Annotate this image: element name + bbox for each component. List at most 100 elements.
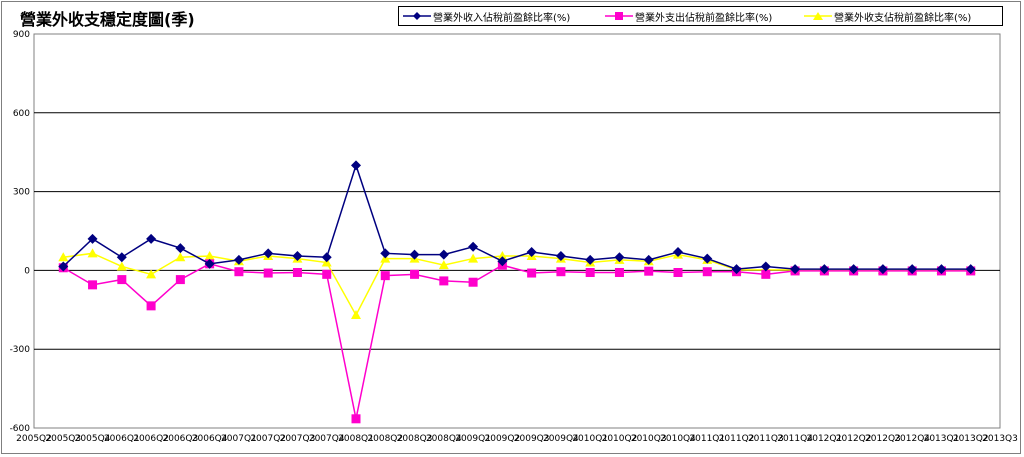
data-point-square: [351, 414, 361, 424]
data-point-diamond: [907, 264, 918, 275]
data-point-square: [175, 275, 185, 285]
x-tick-label: 2012Q4: [894, 434, 930, 444]
legend-item-net: 營業外收支佔稅前盈餘比率(%): [804, 9, 999, 24]
data-point-square: [410, 269, 420, 279]
y-tick-label: 0: [24, 266, 30, 276]
data-point-diamond: [760, 261, 771, 272]
data-point-diamond: [790, 264, 801, 275]
data-point-diamond: [702, 253, 713, 264]
data-point-diamond: [468, 241, 479, 252]
data-point-triangle: [87, 248, 98, 258]
x-tick-label: 2013Q2: [953, 434, 989, 444]
data-point-triangle: [351, 310, 361, 320]
data-point-square: [263, 268, 273, 278]
x-tick-label: 2008Q3: [397, 434, 433, 444]
x-tick-label: 2007Q2: [250, 434, 286, 444]
legend-marker-diamond: [403, 12, 431, 20]
data-point-diamond: [116, 252, 127, 263]
data-point-diamond: [673, 247, 683, 258]
legend-item-expense: 營業外支出佔稅前盈餘比率(%): [605, 9, 800, 24]
chart-title: 營業外收支穩定度圖(季): [20, 10, 195, 29]
x-tick-label: 2005Q2: [16, 434, 52, 444]
legend-label-revenue: 營業外收入佔稅前盈餘比率(%): [433, 13, 571, 24]
data-point-square: [644, 266, 654, 276]
y-tick-label: 600: [13, 109, 30, 119]
series-line-1: [62, 263, 971, 419]
data-point-square: [761, 269, 771, 279]
x-tick-label: 2006Q2: [133, 434, 169, 444]
x-tick-label: 2008Q4: [426, 434, 462, 444]
legend-label-expense: 營業外支出佔稅前盈餘比率(%): [635, 13, 773, 24]
chart-legend: 營業外收入佔稅前盈餘比率(%) 營業外支出佔稅前盈餘比率(%) 營業外收支佔稅前…: [398, 6, 1003, 26]
data-point-square: [322, 269, 332, 279]
data-point-triangle: [204, 250, 215, 260]
data-point-square: [380, 271, 390, 281]
data-point-triangle: [175, 252, 186, 262]
x-tick-label: 2006Q3: [163, 434, 199, 444]
legend-marker-square: [605, 12, 633, 20]
x-tick-label: 2008Q2: [367, 434, 403, 444]
data-point-diamond: [936, 264, 947, 275]
x-tick-label: 2007Q3: [280, 434, 316, 444]
data-point-square: [88, 280, 98, 290]
data-point-diamond: [58, 261, 69, 272]
legend-label-net: 營業外收支佔稅前盈餘比率(%): [834, 13, 972, 24]
x-tick-label: 2011Q3: [748, 434, 784, 444]
data-point-triangle: [468, 253, 479, 263]
x-tick-label: 2010Q1: [572, 434, 608, 444]
x-tick-label: 2009Q1: [455, 434, 491, 444]
x-tick-label: 2006Q4: [192, 434, 228, 444]
data-point-triangle: [146, 269, 157, 279]
x-tick-label: 2005Q3: [45, 434, 81, 444]
y-tick-label: 900: [13, 30, 30, 40]
data-point-square: [439, 276, 449, 286]
data-point-diamond: [204, 258, 215, 269]
data-point-diamond: [351, 160, 361, 171]
data-point-diamond: [146, 233, 157, 244]
y-tick-label: 300: [13, 188, 30, 198]
data-point-diamond: [380, 248, 391, 259]
data-point-diamond: [877, 264, 888, 275]
data-point-triangle: [497, 250, 508, 260]
data-point-diamond: [965, 264, 976, 275]
x-tick-label: 2006Q1: [104, 434, 140, 444]
x-tick-label: 2010Q3: [631, 434, 667, 444]
data-point-square: [234, 267, 244, 277]
data-point-square: [527, 268, 537, 278]
legend-marker-triangle: [804, 12, 832, 20]
data-point-diamond: [614, 252, 625, 263]
x-tick-label: 2013Q1: [924, 434, 960, 444]
legend-item-revenue: 營業外收入佔稅前盈餘比率(%): [403, 9, 598, 24]
data-point-diamond: [87, 233, 98, 244]
data-point-triangle: [438, 260, 449, 270]
x-tick-label: 2007Q1: [221, 434, 257, 444]
data-point-diamond: [497, 256, 508, 267]
x-tick-label: 2009Q3: [514, 434, 550, 444]
data-point-triangle: [58, 252, 69, 262]
series-line-0: [62, 162, 971, 270]
data-point-diamond: [438, 249, 449, 260]
data-point-diamond: [321, 252, 332, 263]
data-point-diamond: [233, 254, 244, 265]
data-point-diamond: [819, 264, 830, 275]
x-tick-label: 2013Q3: [982, 434, 1018, 444]
x-tick-label: 2007Q4: [309, 434, 345, 444]
data-point-square: [146, 301, 156, 311]
data-point-square: [673, 268, 683, 278]
data-point-square: [556, 267, 566, 277]
x-tick-label: 2009Q4: [543, 434, 579, 444]
x-tick-label: 2011Q2: [719, 434, 755, 444]
data-point-diamond: [643, 254, 654, 265]
y-tick-label: -300: [10, 345, 31, 355]
data-point-diamond: [731, 264, 742, 275]
x-tick-label: 2012Q1: [807, 434, 843, 444]
y-tick-label: -600: [10, 424, 31, 434]
x-tick-label: 2005Q4: [75, 434, 111, 444]
data-point-square: [614, 268, 624, 278]
plot-area: [33, 33, 1001, 429]
data-point-diamond: [848, 264, 859, 275]
x-tick-label: 2012Q2: [836, 434, 872, 444]
data-point-square: [292, 268, 302, 278]
data-point-diamond: [585, 254, 596, 265]
